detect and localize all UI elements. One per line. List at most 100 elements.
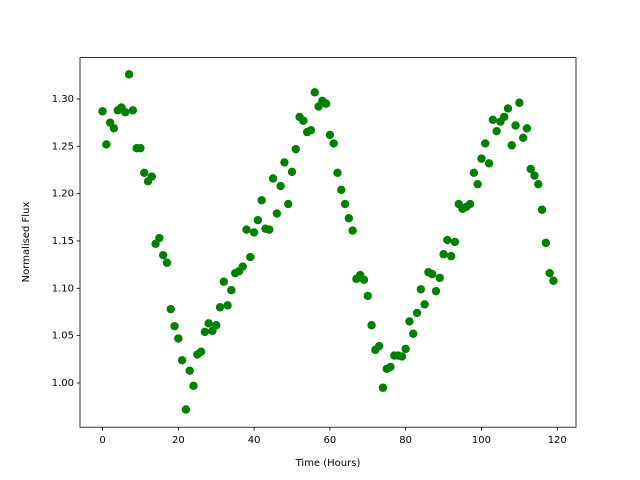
data-point — [185, 366, 194, 375]
data-point — [526, 164, 535, 174]
data-point — [333, 168, 342, 178]
x-tick-label: 100 — [472, 435, 491, 446]
data-point — [124, 70, 134, 79]
data-point — [511, 121, 520, 130]
data-point — [363, 291, 372, 301]
data-point — [204, 319, 213, 328]
data-point — [499, 112, 509, 122]
data-point — [147, 172, 157, 181]
data-point — [530, 171, 539, 180]
data-point — [223, 301, 232, 310]
data-point — [227, 286, 236, 295]
data-point — [170, 321, 179, 331]
data-point — [348, 226, 357, 235]
data-point — [189, 381, 198, 391]
data-point — [215, 303, 225, 312]
data-point — [109, 124, 119, 133]
data-point — [340, 199, 350, 209]
data-point — [518, 133, 528, 142]
data-point — [367, 321, 376, 330]
x-tick-label: 80 — [399, 435, 412, 446]
plot-frame — [79, 57, 577, 428]
data-point — [416, 285, 426, 294]
data-point — [102, 140, 111, 149]
y-tick-label: 1.00 — [52, 378, 74, 389]
data-point — [337, 185, 346, 195]
y-tick-label: 1.20 — [52, 189, 74, 200]
data-point — [545, 268, 554, 278]
data-point — [492, 126, 501, 136]
data-point — [446, 251, 456, 261]
data-point — [166, 304, 175, 314]
data-point — [484, 159, 494, 168]
data-point — [359, 275, 369, 284]
data-point — [162, 258, 172, 267]
data-point — [242, 225, 251, 234]
x-tick-label: 20 — [172, 435, 185, 446]
x-tick-label: 0 — [99, 435, 105, 446]
data-point — [200, 327, 210, 337]
data-point — [488, 115, 498, 124]
data-point — [265, 225, 274, 234]
data-point — [329, 139, 338, 148]
data-point — [473, 179, 482, 189]
data-point — [344, 214, 354, 223]
x-tick-label: 40 — [248, 435, 261, 446]
data-point — [291, 144, 300, 154]
data-point — [435, 273, 444, 283]
data-point — [177, 356, 187, 365]
data-point — [443, 235, 452, 245]
y-tick-label: 1.05 — [52, 331, 74, 342]
data-point — [136, 144, 145, 153]
data-point — [181, 405, 191, 414]
data-point — [537, 205, 547, 214]
y-tick-label: 1.25 — [52, 141, 74, 152]
y-tick-label: 1.30 — [52, 94, 74, 105]
data-point — [140, 168, 149, 178]
data-point — [212, 321, 221, 330]
data-point — [541, 238, 551, 248]
data-point — [128, 106, 138, 115]
data-point — [431, 286, 441, 296]
data-point — [155, 233, 164, 243]
data-point — [439, 250, 448, 259]
data-point — [549, 276, 558, 285]
y-tick-label: 1.10 — [52, 283, 74, 294]
data-point — [310, 88, 319, 97]
data-point — [158, 250, 168, 260]
data-point — [284, 199, 293, 209]
x-tick-label: 60 — [324, 435, 337, 446]
data-point — [465, 199, 475, 209]
data-point — [257, 196, 266, 205]
data-point — [272, 209, 282, 218]
x-axis-label: Time (Hours) — [295, 458, 361, 469]
data-point — [238, 262, 247, 271]
data-point — [374, 341, 384, 351]
data-point — [386, 362, 395, 372]
data-point — [378, 383, 388, 392]
data-point — [420, 300, 429, 309]
data-point — [412, 308, 422, 318]
data-point — [287, 167, 297, 177]
data-point — [246, 252, 255, 262]
data-point — [321, 99, 331, 108]
data-point — [503, 104, 513, 113]
data-point — [401, 344, 410, 354]
data-point — [306, 126, 316, 135]
data-point — [507, 141, 516, 150]
data-point — [174, 334, 183, 343]
y-tick-label: 1.15 — [52, 236, 74, 247]
data-point — [253, 215, 263, 225]
x-tick-label: 120 — [548, 435, 567, 446]
data-point — [428, 269, 437, 279]
data-point — [196, 347, 206, 356]
data-point — [276, 181, 285, 191]
data-point — [522, 124, 532, 133]
data-point — [515, 98, 524, 107]
data-point — [450, 237, 460, 247]
data-point — [299, 116, 308, 125]
data-point — [409, 329, 418, 338]
data-point — [98, 107, 107, 116]
